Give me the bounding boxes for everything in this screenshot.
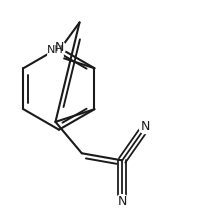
Text: N: N [54,41,64,54]
Circle shape [115,195,129,208]
Circle shape [139,120,153,133]
Circle shape [52,41,66,54]
Circle shape [48,48,63,63]
Text: N: N [141,120,150,133]
Text: NH: NH [47,45,64,55]
Text: N: N [118,195,127,208]
